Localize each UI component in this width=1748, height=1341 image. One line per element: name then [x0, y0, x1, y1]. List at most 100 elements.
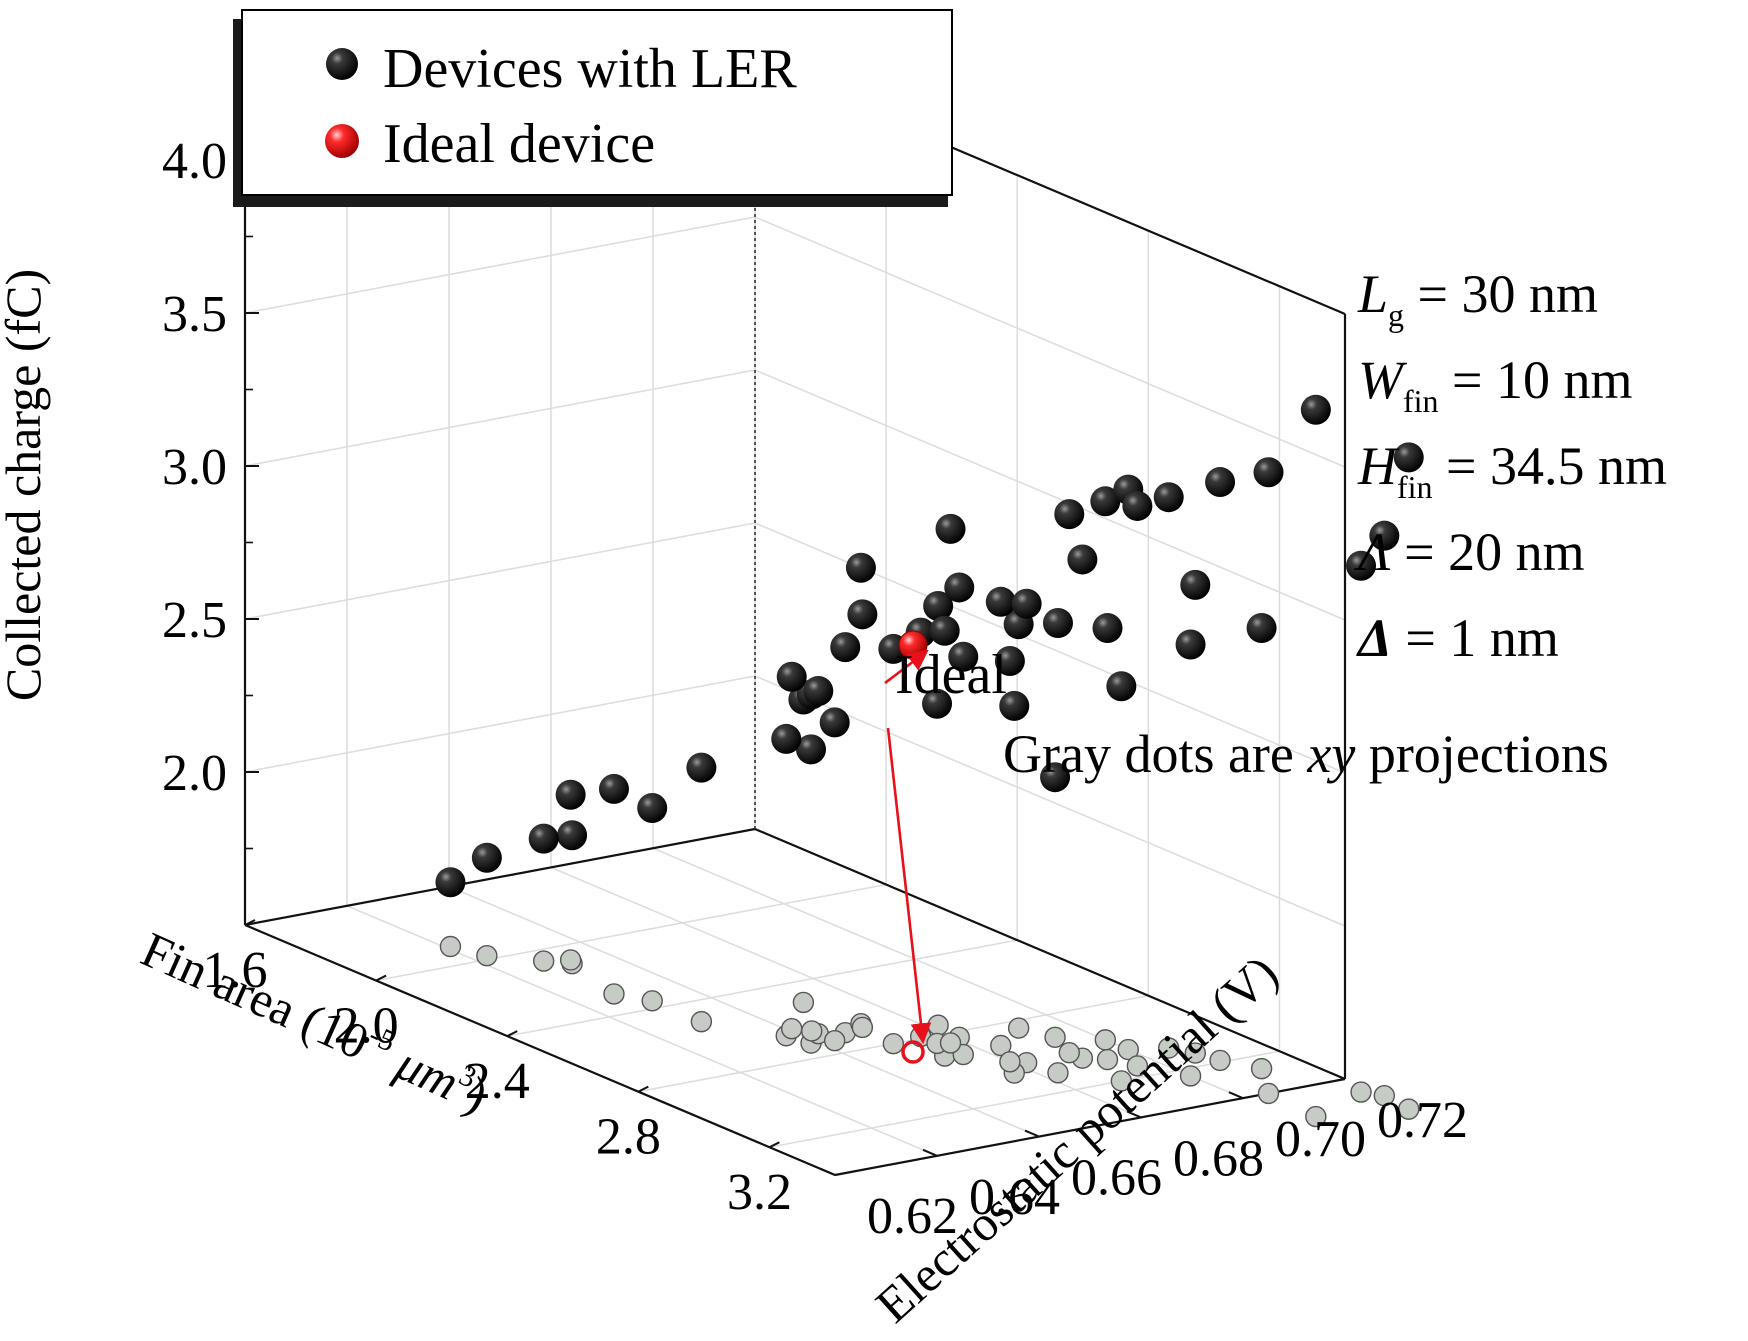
projection-point — [939, 1032, 962, 1054]
grid-line-rightwall-h — [754, 216, 1346, 468]
grid-line-floor-y — [550, 866, 1142, 1119]
z-tick-label: 3.0 — [162, 439, 227, 496]
ler-device-point — [985, 586, 1016, 617]
x-tick-label: 1.6 — [203, 942, 268, 999]
ler-device-point — [944, 572, 975, 603]
ler-device-point — [471, 842, 502, 873]
projection-point — [559, 949, 582, 971]
ler-device-point — [1175, 629, 1206, 660]
z-axis-label: Collected charge (fC) — [0, 269, 51, 701]
projection-point — [1179, 1065, 1202, 1087]
ler-device-point — [1246, 612, 1277, 643]
annotation-arrows — [884, 649, 932, 1045]
grid-line-leftwall-h — [244, 675, 756, 773]
projection-point — [1058, 1041, 1080, 1064]
grid-line-floor-x — [507, 939, 1018, 1037]
projection-point — [1257, 1082, 1280, 1105]
ler-device-point — [1011, 588, 1042, 619]
x-tick-mark — [244, 919, 256, 926]
ler-device-point — [637, 793, 668, 824]
projection-point — [1158, 1037, 1180, 1059]
ler-device-point — [686, 752, 717, 783]
projection-point — [999, 1051, 1021, 1073]
projection-point — [1007, 1017, 1030, 1039]
ler-device-point — [948, 641, 979, 672]
param-delta: Δ = 1 nm — [1356, 608, 1559, 668]
ler-device-point — [1205, 467, 1236, 498]
projection-point — [690, 1010, 713, 1033]
y-tick-mark — [1330, 1072, 1346, 1080]
projection-point — [532, 950, 555, 972]
grid-line-rightwall-h — [754, 369, 1346, 621]
y-tick-mark — [1126, 1110, 1142, 1119]
ler-device-point — [1180, 569, 1211, 600]
projection-point — [851, 1016, 874, 1039]
arrow-to-ideal-projection — [886, 727, 932, 1045]
legend-marker-ideal — [325, 124, 359, 158]
tick-labels: 2.02.53.03.54.01.62.02.42.83.2 0.62 0.64 0.… — [162, 133, 1468, 1245]
ler-device-point — [1106, 671, 1137, 702]
gray-dots-note: Gray dots are xy projections — [1003, 724, 1609, 784]
frame-edge — [244, 827, 756, 927]
x-tick-label: 2.4 — [465, 1053, 530, 1110]
projection-point — [1250, 1057, 1273, 1080]
grid-line-leftwall-h — [244, 369, 756, 467]
projection-point — [823, 1029, 846, 1052]
param-lg: Lg = 30 nm — [1357, 264, 1598, 333]
ler-device-point — [923, 590, 954, 621]
ler-device-point — [1393, 442, 1424, 473]
projection-point — [476, 944, 498, 967]
projection-point — [882, 1032, 905, 1055]
grid-line-floor-y — [448, 885, 1040, 1138]
ler-device-point — [845, 552, 876, 583]
y-tick-label: 0.68 — [1173, 1130, 1264, 1187]
ler-device-point — [1300, 394, 1331, 425]
ler-device-point — [935, 513, 966, 544]
grid-line-leftwall-h — [244, 216, 756, 314]
grid-line-floor-x — [375, 883, 887, 982]
data-points — [435, 394, 1424, 898]
projection-point — [603, 983, 625, 1005]
projection-point — [1117, 1038, 1139, 1061]
z-tick-label: 2.0 — [162, 745, 227, 802]
grid-line-leftwall-h — [244, 522, 756, 620]
x-tick-mark — [768, 1141, 780, 1149]
legend: Devices with LER Ideal device — [233, 9, 953, 207]
ler-device-point — [1042, 608, 1073, 639]
ler-device-point — [776, 661, 807, 692]
ler-device-point — [830, 632, 861, 663]
ler-device-point — [819, 707, 850, 738]
frame-edge — [244, 923, 836, 1177]
ler-device-point — [1054, 499, 1085, 530]
y-tick-mark — [1024, 1129, 1040, 1138]
projection-point — [439, 935, 462, 958]
ler-device-point — [555, 779, 586, 810]
z-tick-label: 2.5 — [162, 592, 227, 649]
y-tick-label: 0.70 — [1275, 1111, 1366, 1168]
ler-device-point — [1067, 544, 1098, 575]
projection-point — [1398, 1098, 1420, 1120]
ler-device-point — [803, 676, 834, 706]
x-tick-mark — [637, 1085, 649, 1093]
frame-edge — [754, 827, 1346, 1081]
y-tick-mark — [820, 1168, 836, 1176]
ler-device-point — [435, 867, 466, 898]
projection-point — [927, 1014, 949, 1036]
ler-device-point — [994, 645, 1025, 676]
ideal-annotation: Ideal — [895, 644, 1007, 706]
ler-device-point — [528, 823, 559, 854]
x-tick-label: 2.0 — [334, 998, 399, 1055]
ler-device-point — [1253, 457, 1284, 488]
ler-device-point — [1040, 762, 1071, 793]
ler-device-point — [557, 820, 588, 851]
projection-point — [641, 990, 663, 1012]
grid-line-floor-y — [652, 847, 1244, 1099]
y-tick-label: 0.72 — [1377, 1092, 1468, 1149]
x-tick-mark — [506, 1030, 518, 1038]
param-hfin: Hfin = 34.5 nm — [1357, 436, 1667, 505]
projection-point — [1044, 1026, 1066, 1048]
projection-point-ideal — [901, 1040, 925, 1064]
projection-point — [1047, 1062, 1069, 1084]
projection-point — [1094, 1029, 1117, 1051]
